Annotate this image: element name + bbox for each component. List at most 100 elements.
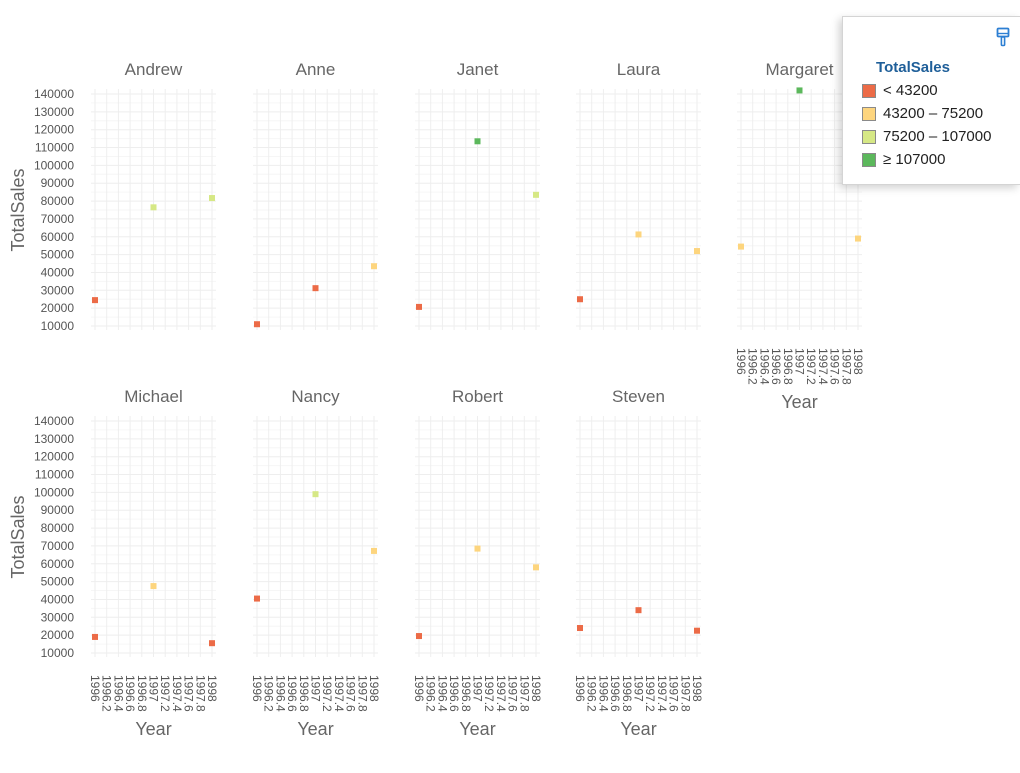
legend-items: < 43200 43200 – 75200 75200 – 107000 ≥ 1070… — [862, 79, 991, 171]
y-tick-label: 100000 — [34, 158, 74, 172]
x-tick-label: 1997.4 — [655, 675, 669, 712]
data-point — [738, 243, 744, 250]
data-point — [312, 285, 319, 292]
x-tick-label: 1997.2 — [482, 675, 496, 712]
x-tick-label: 1996 — [88, 675, 102, 702]
data-point — [254, 321, 260, 328]
legend-swatch — [862, 129, 876, 144]
x-tick-label: 1996.4 — [273, 675, 287, 712]
data-point — [371, 263, 377, 270]
x-tick-label: 1997.8 — [678, 675, 692, 712]
y-tick-label: 70000 — [41, 539, 75, 553]
y-tick-label: 40000 — [41, 265, 75, 279]
x-axis-title: Year — [781, 392, 817, 412]
x-tick-label: 1997.4 — [170, 675, 184, 712]
data-point — [533, 564, 539, 571]
x-tick-label: 1996.6 — [769, 348, 783, 385]
data-point — [150, 204, 157, 211]
y-tick-label: 70000 — [41, 212, 75, 226]
y-tick-label: 60000 — [41, 557, 75, 571]
data-point — [416, 303, 422, 310]
x-tick-label: 1997.4 — [816, 348, 830, 385]
x-tick-label: 1997.6 — [182, 675, 196, 712]
y-tick-label: 120000 — [34, 450, 74, 464]
y-tick-label: 10000 — [41, 319, 75, 333]
x-tick-label: 1996 — [734, 348, 748, 375]
data-point — [371, 547, 377, 554]
y-tick-label: 110000 — [35, 468, 74, 482]
facet-title: Steven — [612, 387, 665, 406]
x-tick-label: 1998 — [851, 348, 865, 375]
x-tick-label: 1996.6 — [285, 675, 299, 712]
y-axis-title: TotalSales — [8, 168, 28, 251]
x-tick-label: 1996.6 — [447, 675, 461, 712]
data-point — [312, 491, 319, 498]
x-tick-label: 1997.4 — [332, 675, 346, 712]
y-tick-label: 20000 — [41, 628, 75, 642]
x-tick-label: 1996.8 — [620, 675, 634, 712]
data-point — [92, 297, 98, 304]
y-tick-label: 40000 — [41, 592, 75, 606]
x-tick-label: 1998 — [529, 675, 543, 702]
x-tick-label: 1997 — [471, 675, 485, 702]
x-tick-label: 1997 — [793, 348, 807, 375]
x-tick-label: 1997.2 — [643, 675, 657, 712]
paintbrush-icon — [996, 27, 1010, 47]
legend-swatch — [862, 83, 876, 98]
data-point — [416, 633, 422, 640]
x-axis-title: Year — [459, 719, 495, 739]
data-point — [577, 625, 583, 632]
x-tick-label: 1996.8 — [135, 675, 149, 712]
x-tick-label: 1997.4 — [494, 675, 508, 712]
data-point — [474, 545, 481, 552]
x-tick-label: 1996.2 — [746, 348, 760, 385]
data-point — [533, 191, 539, 198]
data-point — [254, 595, 260, 602]
facet-title: Nancy — [291, 387, 340, 406]
legend-item: 75200 – 107000 — [862, 125, 991, 148]
data-point — [209, 195, 215, 202]
y-tick-label: 30000 — [41, 610, 75, 624]
legend-toggle-button[interactable] — [992, 25, 1014, 49]
y-tick-label: 120000 — [34, 123, 74, 137]
x-tick-label: 1996 — [412, 675, 426, 702]
data-point — [796, 87, 803, 94]
data-point — [635, 607, 642, 614]
legend-label: < 43200 — [883, 82, 938, 99]
y-tick-label: 100000 — [34, 485, 74, 499]
x-tick-label: 1997.8 — [517, 675, 531, 712]
data-point — [694, 627, 700, 634]
legend-label: 75200 – 107000 — [883, 128, 992, 145]
data-point — [150, 583, 157, 590]
x-tick-label: 1997.8 — [839, 348, 853, 385]
x-tick-label: 1996.8 — [781, 348, 795, 385]
y-tick-label: 140000 — [34, 87, 74, 101]
x-tick-label: 1997.2 — [804, 348, 818, 385]
facet-title: Laura — [617, 60, 661, 79]
legend-swatch — [862, 152, 876, 167]
x-tick-label: 1996.2 — [424, 675, 438, 712]
y-tick-label: 60000 — [41, 230, 75, 244]
facet-title: Janet — [457, 60, 499, 79]
legend-swatch — [862, 106, 876, 121]
facet-title: Andrew — [125, 60, 183, 79]
x-tick-label: 1997.6 — [506, 675, 520, 712]
x-tick-label: 1996.2 — [585, 675, 599, 712]
y-tick-label: 80000 — [41, 194, 75, 208]
legend-item: ≥ 107000 — [862, 148, 991, 171]
y-tick-label: 110000 — [35, 141, 74, 155]
legend-title: TotalSales — [876, 59, 950, 76]
y-tick-label: 130000 — [34, 105, 74, 119]
x-tick-label: 1996 — [250, 675, 264, 702]
x-tick-label: 1997.2 — [320, 675, 334, 712]
x-tick-label: 1997 — [309, 675, 323, 702]
data-point — [92, 633, 98, 640]
y-tick-label: 90000 — [41, 503, 75, 517]
x-tick-label: 1996.2 — [262, 675, 276, 712]
x-tick-label: 1996.4 — [435, 675, 449, 712]
data-point — [474, 138, 481, 145]
x-tick-label: 1996.6 — [123, 675, 137, 712]
x-tick-label: 1996.4 — [111, 675, 125, 712]
x-tick-label: 1997 — [147, 675, 161, 702]
